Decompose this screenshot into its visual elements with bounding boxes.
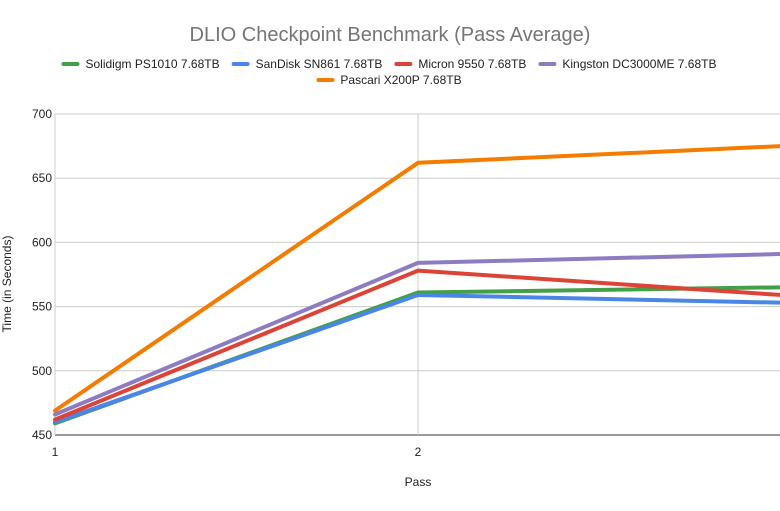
legend-label: Pascari X200P 7.68TB (340, 73, 461, 87)
y-tick-label: 650 (32, 171, 52, 185)
y-axis-label: Time (in Seconds) (0, 236, 14, 333)
legend-label: SanDisk SN861 7.68TB (256, 57, 383, 71)
series-lines (53, 144, 780, 426)
x-axis-label: Pass (405, 475, 432, 489)
legend-label: Micron 9550 7.68TB (418, 57, 526, 71)
series-line (53, 293, 780, 425)
legend-label: Kingston DC3000ME 7.68TB (562, 57, 716, 71)
legend: Solidigm PS1010 7.68TB SanDisk SN861 7.68… (61, 57, 716, 87)
x-tick-label: 1 (52, 445, 59, 459)
y-tick-label: 500 (32, 364, 52, 378)
y-tick-label: 450 (32, 428, 52, 442)
series-line (53, 144, 780, 413)
y-tick-label: 700 (32, 107, 52, 121)
y-tick-label: 550 (32, 300, 52, 314)
x-tick-label: 2 (415, 445, 422, 459)
chart-title: DLIO Checkpoint Benchmark (Pass Average) (190, 24, 591, 46)
y-axis-ticks: 450 500 550 600 650 700 (32, 107, 52, 442)
series-line (53, 252, 780, 417)
legend-label: Solidigm PS1010 7.68TB (86, 57, 220, 71)
series-line (53, 268, 780, 422)
y-tick-label: 600 (32, 235, 52, 249)
